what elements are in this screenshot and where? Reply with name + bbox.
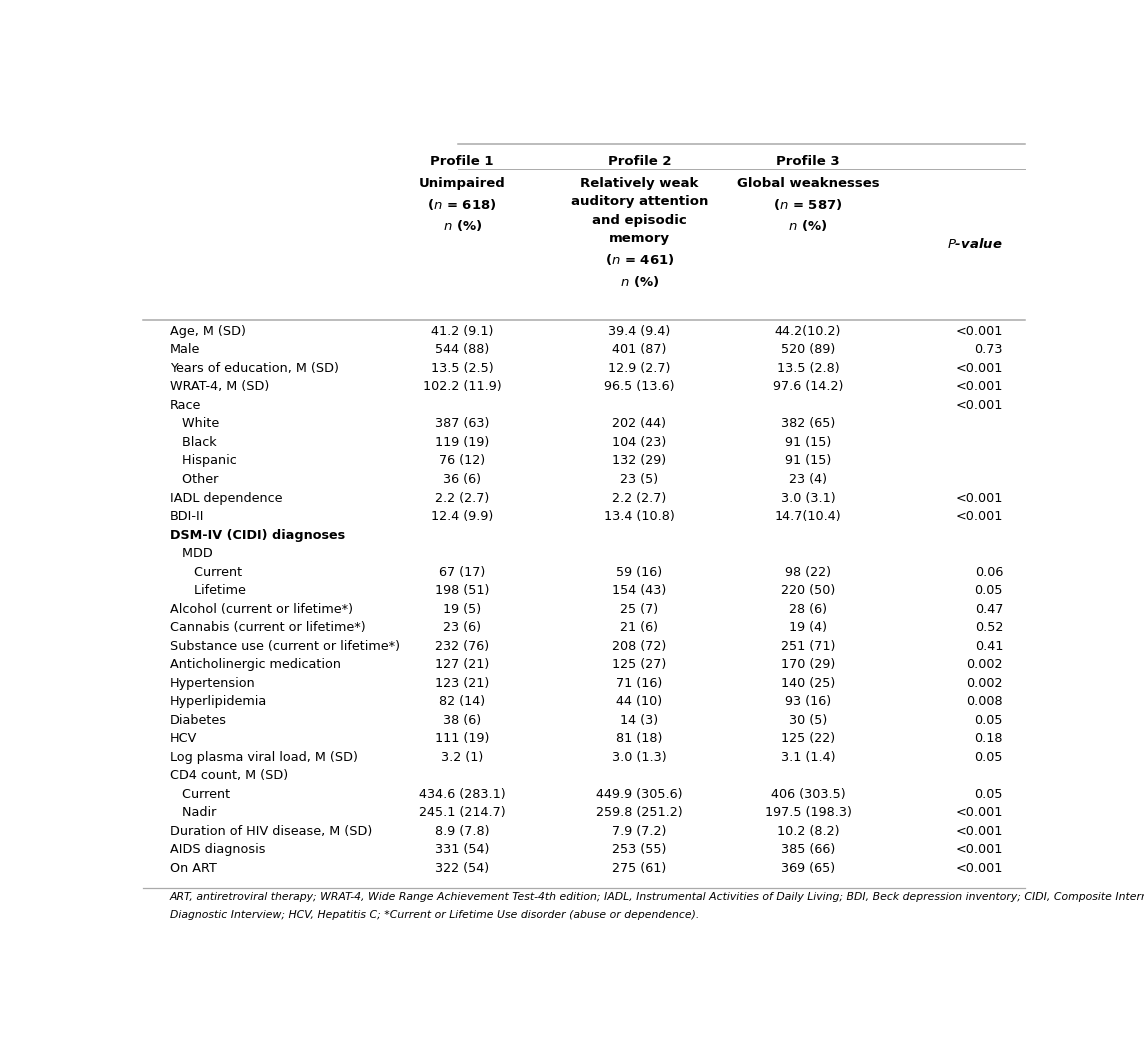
Text: 0.05: 0.05 (975, 788, 1003, 801)
Text: <0.001: <0.001 (955, 399, 1003, 411)
Text: ART, antiretroviral therapy; WRAT-4, Wide Range Achievement Test-4th edition; IA: ART, antiretroviral therapy; WRAT-4, Wid… (169, 891, 1144, 902)
Text: 0.47: 0.47 (975, 602, 1003, 616)
Text: 36 (6): 36 (6) (443, 473, 482, 486)
Text: 0.18: 0.18 (975, 732, 1003, 745)
Text: BDI-II: BDI-II (169, 510, 204, 523)
Text: 127 (21): 127 (21) (435, 658, 490, 671)
Text: 0.05: 0.05 (975, 751, 1003, 764)
Text: Lifetime: Lifetime (169, 584, 246, 597)
Text: 322 (54): 322 (54) (435, 862, 490, 875)
Text: 111 (19): 111 (19) (435, 732, 490, 745)
Text: Anticholinergic medication: Anticholinergic medication (169, 658, 341, 671)
Text: Years of education, M (SD): Years of education, M (SD) (169, 362, 339, 375)
Text: 23 (5): 23 (5) (620, 473, 659, 486)
Text: <0.001: <0.001 (955, 381, 1003, 394)
Text: 44.2(10.2): 44.2(10.2) (774, 325, 841, 338)
Text: 0.002: 0.002 (967, 658, 1003, 671)
Text: 0.05: 0.05 (975, 714, 1003, 727)
Text: <0.001: <0.001 (955, 825, 1003, 838)
Text: 3.1 (1.4): 3.1 (1.4) (780, 751, 835, 764)
Text: 544 (88): 544 (88) (435, 343, 490, 357)
Text: Nadir: Nadir (169, 806, 216, 820)
Text: Global weaknesses
($n$ = 587)
$n$ (%): Global weaknesses ($n$ = 587) $n$ (%) (737, 177, 880, 233)
Text: 0.008: 0.008 (967, 695, 1003, 708)
Text: 3.2 (1): 3.2 (1) (442, 751, 483, 764)
Text: DSM-IV (CIDI) diagnoses: DSM-IV (CIDI) diagnoses (169, 529, 344, 541)
Text: 44 (10): 44 (10) (617, 695, 662, 708)
Text: 369 (65): 369 (65) (781, 862, 835, 875)
Text: Relatively weak
auditory attention
and episodic
memory
($n$ = 461)
$n$ (%): Relatively weak auditory attention and e… (571, 177, 708, 289)
Text: 202 (44): 202 (44) (612, 418, 667, 430)
Text: 71 (16): 71 (16) (617, 676, 662, 690)
Text: <0.001: <0.001 (955, 362, 1003, 375)
Text: Profile 1: Profile 1 (430, 155, 494, 168)
Text: 197.5 (198.3): 197.5 (198.3) (764, 806, 851, 820)
Text: 102.2 (11.9): 102.2 (11.9) (423, 381, 501, 394)
Text: 38 (6): 38 (6) (443, 714, 482, 727)
Text: White: White (169, 418, 219, 430)
Text: Current: Current (169, 565, 241, 578)
Text: 0.06: 0.06 (975, 565, 1003, 578)
Text: 331 (54): 331 (54) (435, 843, 490, 857)
Text: AIDS diagnosis: AIDS diagnosis (169, 843, 265, 857)
Text: 208 (72): 208 (72) (612, 639, 667, 653)
Text: 382 (65): 382 (65) (781, 418, 835, 430)
Text: 14 (3): 14 (3) (620, 714, 659, 727)
Text: 125 (27): 125 (27) (612, 658, 667, 671)
Text: Profile 3: Profile 3 (776, 155, 840, 168)
Text: <0.001: <0.001 (955, 806, 1003, 820)
Text: 12.4 (9.9): 12.4 (9.9) (431, 510, 493, 523)
Text: Unimpaired
($n$ = 618)
$n$ (%): Unimpaired ($n$ = 618) $n$ (%) (419, 177, 506, 233)
Text: CD4 count, M (SD): CD4 count, M (SD) (169, 769, 288, 783)
Text: 23 (6): 23 (6) (443, 621, 482, 634)
Text: 2.2 (2.7): 2.2 (2.7) (435, 492, 490, 504)
Text: Other: Other (169, 473, 219, 486)
Text: 39.4 (9.4): 39.4 (9.4) (609, 325, 670, 338)
Text: 91 (15): 91 (15) (785, 455, 831, 467)
Text: 0.05: 0.05 (975, 584, 1003, 597)
Text: 125 (22): 125 (22) (781, 732, 835, 745)
Text: 21 (6): 21 (6) (620, 621, 659, 634)
Text: 91 (15): 91 (15) (785, 436, 831, 449)
Text: Current: Current (169, 788, 230, 801)
Text: 8.9 (7.8): 8.9 (7.8) (435, 825, 490, 838)
Text: Profile 2: Profile 2 (607, 155, 672, 168)
Text: Age, M (SD): Age, M (SD) (169, 325, 246, 338)
Text: 93 (16): 93 (16) (785, 695, 831, 708)
Text: 0.41: 0.41 (975, 639, 1003, 653)
Text: 13.5 (2.8): 13.5 (2.8) (777, 362, 840, 375)
Text: On ART: On ART (169, 862, 216, 875)
Text: Diabetes: Diabetes (169, 714, 227, 727)
Text: Male: Male (169, 343, 200, 357)
Text: Black: Black (169, 436, 216, 449)
Text: 253 (55): 253 (55) (612, 843, 667, 857)
Text: 82 (14): 82 (14) (439, 695, 485, 708)
Text: HCV: HCV (169, 732, 197, 745)
Text: 0.73: 0.73 (975, 343, 1003, 357)
Text: 0.52: 0.52 (975, 621, 1003, 634)
Text: 41.2 (9.1): 41.2 (9.1) (431, 325, 493, 338)
Text: 104 (23): 104 (23) (612, 436, 667, 449)
Text: 10.2 (8.2): 10.2 (8.2) (777, 825, 840, 838)
Text: Hypertension: Hypertension (169, 676, 255, 690)
Text: 12.9 (2.7): 12.9 (2.7) (609, 362, 670, 375)
Text: 67 (17): 67 (17) (439, 565, 485, 578)
Text: WRAT-4, M (SD): WRAT-4, M (SD) (169, 381, 269, 394)
Text: <0.001: <0.001 (955, 492, 1003, 504)
Text: 449.9 (305.6): 449.9 (305.6) (596, 788, 683, 801)
Text: Hispanic: Hispanic (169, 455, 237, 467)
Text: 13.4 (10.8): 13.4 (10.8) (604, 510, 675, 523)
Text: 251 (71): 251 (71) (780, 639, 835, 653)
Text: 154 (43): 154 (43) (612, 584, 667, 597)
Text: $P$-value: $P$-value (947, 237, 1003, 251)
Text: 3.0 (3.1): 3.0 (3.1) (780, 492, 835, 504)
Text: 30 (5): 30 (5) (789, 714, 827, 727)
Text: 140 (25): 140 (25) (781, 676, 835, 690)
Text: 19 (4): 19 (4) (789, 621, 827, 634)
Text: 387 (63): 387 (63) (435, 418, 490, 430)
Text: 76 (12): 76 (12) (439, 455, 485, 467)
Text: 81 (18): 81 (18) (617, 732, 662, 745)
Text: 2.2 (2.7): 2.2 (2.7) (612, 492, 667, 504)
Text: Duration of HIV disease, M (SD): Duration of HIV disease, M (SD) (169, 825, 372, 838)
Text: Diagnostic Interview; HCV, Hepatitis C; *Current or Lifetime Use disorder (abuse: Diagnostic Interview; HCV, Hepatitis C; … (169, 909, 699, 920)
